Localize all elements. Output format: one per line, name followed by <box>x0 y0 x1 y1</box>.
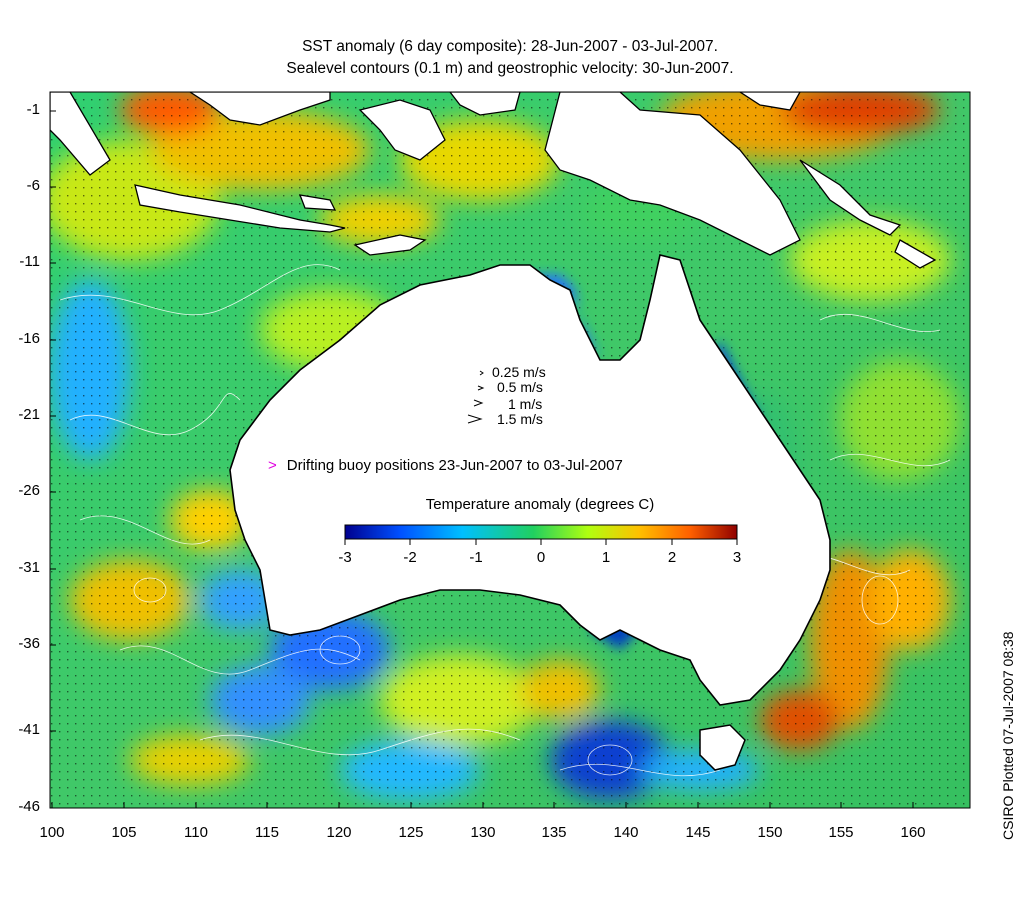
colorbar-tick-label: -3 <box>338 549 352 566</box>
colorbar <box>344 524 738 545</box>
y-tick-label: -36 <box>18 635 40 652</box>
x-tick-label: 140 <box>613 824 639 841</box>
y-tick-label: -26 <box>18 482 40 499</box>
sst-field <box>50 92 970 808</box>
y-tick-marks <box>50 110 56 809</box>
y-tick-label: -11 <box>19 253 40 270</box>
y-tick-label: -6 <box>26 177 40 194</box>
land-masses <box>50 92 937 269</box>
x-tick-label: 150 <box>757 824 783 841</box>
y-tick-label: -16 <box>18 330 40 347</box>
y-tick-label: -46 <box>18 798 40 815</box>
velocity-legend-label: 0.5 m/s <box>497 379 543 395</box>
velocity-legend-arrows <box>467 370 485 424</box>
x-tick-label: 120 <box>326 824 352 841</box>
map-title-line1: SST anomaly (6 day composite): 28-Jun-20… <box>302 38 718 55</box>
x-tick-label: 115 <box>255 824 279 841</box>
buoy-legend-text: Drifting buoy positions 23-Jun-2007 to 0… <box>286 457 623 474</box>
colorbar-tick-label: 1 <box>601 549 611 566</box>
x-tick-label: 130 <box>470 824 496 841</box>
y-tick-label: -41 <box>18 721 40 738</box>
colorbar-tick-label: 0 <box>536 549 546 566</box>
x-tick-label: 160 <box>900 824 926 841</box>
colorbar-title: Temperature anomaly (degrees C) <box>425 496 655 513</box>
x-tick-label: 135 <box>541 824 567 841</box>
x-tick-marks <box>51 802 914 808</box>
buoy-legend: > Drifting buoy positions 23-Jun-2007 to … <box>268 457 623 474</box>
x-tick-label: 100 <box>39 824 65 841</box>
buoy-marker-icon: > <box>268 457 277 474</box>
x-tick-label: 155 <box>828 824 854 841</box>
colorbar-tick-label: -1 <box>469 549 483 566</box>
x-tick-label: 145 <box>685 824 711 841</box>
tasmania <box>699 724 746 771</box>
colorbar-tick-label: -2 <box>403 549 417 566</box>
x-tick-label: 105 <box>111 824 137 841</box>
colorbar-tick-label: 2 <box>667 549 677 566</box>
plotted-timestamp: CSIRO Plotted 07-Jul-2007 08:38 <box>1000 631 1016 840</box>
australia <box>229 254 831 706</box>
plot-frame <box>49 91 971 809</box>
colorbar-tick-label: 3 <box>732 549 742 566</box>
y-tick-label: -1 <box>26 101 40 118</box>
velocity-legend-label: 1.5 m/s <box>497 411 543 427</box>
velocity-legend-label: 1 m/s <box>508 396 543 412</box>
x-tick-label: 110 <box>184 824 208 841</box>
map-title-line2: Sealevel contours (0.1 m) and geostrophi… <box>286 60 734 77</box>
y-tick-label: -31 <box>18 559 40 576</box>
y-tick-label: -21 <box>18 406 40 423</box>
x-tick-label: 125 <box>398 824 424 841</box>
velocity-legend-label: 0.25 m/s <box>492 364 546 380</box>
